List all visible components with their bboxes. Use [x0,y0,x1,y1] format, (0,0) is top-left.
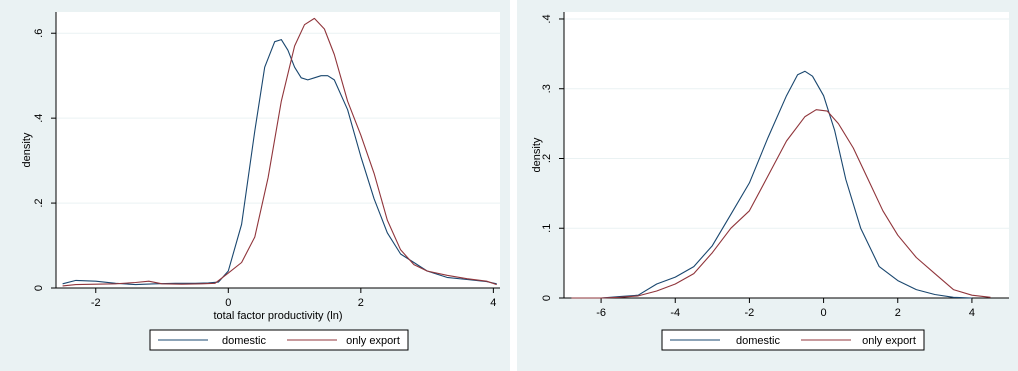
x-tick-label: 2 [895,307,901,319]
plot-area [564,12,1009,298]
legend-label: only export [862,335,916,347]
y-tick-label: .6 [33,29,45,38]
legend-label: only export [346,335,400,347]
right-chart-panel: 0 .1 .2 .3 .4 -6 -4 -2 0 2 4 density domestic only ex… [517,0,1018,371]
series-line-domestic [601,70,972,299]
x-tick-label: -4 [670,307,680,319]
left-chart: 0 .2 .4 .6 -2 0 2 4 density total factor producti… [21,12,500,351]
y-tick-label: .4 [33,114,45,123]
series-line-only-export [571,109,991,299]
y-tick-label: .2 [541,154,553,163]
y-tick-label: 0 [33,285,45,291]
x-tick-label: 2 [358,297,364,309]
legend [149,329,409,351]
legend [661,329,925,351]
x-tick-label: 4 [969,307,975,319]
y-tick-label: .4 [541,14,553,23]
legend-label: domestic [736,335,781,347]
x-tick-label: 0 [821,307,827,319]
y-tick-label: .3 [541,84,553,93]
left-chart-panel: 0 .2 .4 .6 -2 0 2 4 density total factor producti… [0,0,510,371]
y-axis-title: density [21,132,33,167]
series-line-only-export [62,17,497,287]
y-axis-title: density [531,137,543,172]
right-chart: 0 .1 .2 .3 .4 -6 -4 -2 0 2 4 density domestic only ex… [531,12,1009,351]
y-tick-label: 0 [541,295,553,301]
x-tick-label: -2 [91,297,101,309]
x-tick-label: 0 [225,297,231,309]
x-tick-label: 4 [490,297,496,309]
plot-area [56,12,500,288]
x-tick-label: -6 [596,307,606,319]
legend-label: domestic [222,335,267,347]
x-tick-label: -2 [745,307,755,319]
x-axis-title: total factor productivity (ln) [214,310,343,322]
y-tick-label: .1 [541,224,553,233]
y-tick-label: .2 [33,198,45,207]
